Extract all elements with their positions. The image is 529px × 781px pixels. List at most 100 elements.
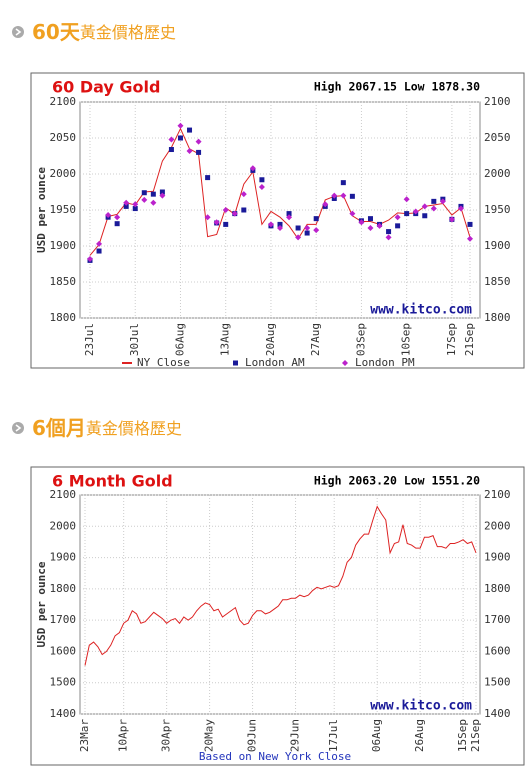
marker-diamond: [295, 234, 302, 241]
x-tick-label: 27Aug: [309, 323, 322, 356]
legend-swatch: [233, 360, 238, 366]
marker-diamond: [249, 165, 256, 172]
y-tick-label-right: 1900: [484, 551, 511, 564]
x-tick-label: 23Mar: [78, 719, 91, 752]
x-tick-label: 21Sep: [463, 323, 476, 356]
x-tick-label: 23Jul: [83, 323, 96, 356]
marker-square: [386, 229, 392, 235]
marker-diamond: [177, 122, 184, 129]
series-line: [84, 505, 477, 666]
heading-lead: 6個月: [32, 416, 86, 440]
marker-square: [159, 189, 165, 195]
x-tick-label: 20Aug: [264, 323, 277, 356]
legend-label: London PM: [355, 356, 415, 369]
heading-icon: [12, 422, 24, 434]
marker-diamond: [439, 198, 446, 205]
marker-diamond: [195, 138, 202, 145]
heading-icon: [12, 26, 24, 38]
x-tick-label: 13Aug: [219, 323, 232, 356]
marker-diamond: [403, 196, 410, 203]
footer: Based on New York Close: [199, 750, 351, 763]
watermark: www.kitco.com: [370, 303, 472, 318]
marker-diamond: [457, 205, 464, 212]
y-tick-label-right: 1600: [484, 644, 511, 657]
marker-square: [187, 127, 193, 133]
x-tick-label: 30Jul: [128, 323, 141, 356]
x-tick-label: 20May: [203, 719, 216, 752]
marker-diamond: [150, 199, 157, 206]
watermark: www.kitco.com: [370, 699, 472, 714]
marker-square: [404, 211, 410, 217]
x-tick-label: 29Jun: [289, 719, 302, 752]
y-tick-label: 1400: [50, 707, 77, 720]
marker-square: [340, 180, 346, 186]
marker-square: [196, 149, 202, 155]
y-tick-label-right: 1800: [484, 311, 511, 324]
marker-square: [286, 211, 292, 217]
marker-diamond: [331, 192, 338, 199]
marker-diamond: [267, 221, 274, 228]
marker-diamond: [132, 201, 139, 208]
marker-square: [422, 213, 428, 219]
marker-square: [431, 198, 437, 204]
x-tick-label: 10Sep: [400, 323, 413, 356]
marker-square: [304, 230, 310, 236]
marker-diamond: [204, 214, 211, 221]
marker-square: [150, 191, 156, 197]
marker-square: [96, 248, 102, 254]
heading: 60天黃金價格歷史: [32, 20, 176, 44]
y-axis-label: USD per ounce: [35, 167, 48, 253]
y-tick-label: 2100: [50, 95, 77, 108]
x-tick-label: 09Jun: [246, 719, 259, 752]
y-axis-label: USD per ounce: [35, 561, 48, 647]
y-tick-label-right: 2000: [484, 167, 511, 180]
y-tick-label: 1950: [50, 203, 77, 216]
marker-diamond: [322, 201, 329, 208]
marker-diamond: [87, 255, 93, 262]
marker-diamond: [168, 136, 175, 143]
marker-diamond: [349, 210, 356, 217]
y-tick-label-right: 1950: [484, 203, 511, 216]
marker-square: [313, 216, 319, 222]
marker-square: [367, 216, 373, 222]
marker-square: [114, 221, 120, 227]
x-tick-label: 17Jul: [327, 719, 340, 752]
marker-square: [123, 203, 129, 209]
y-tick-label-right: 1850: [484, 275, 511, 288]
y-tick-label-right: 2050: [484, 131, 511, 144]
marker-square: [141, 190, 147, 196]
y-tick-label: 2100: [50, 488, 77, 501]
chart-title: 60 Day Gold: [52, 78, 160, 97]
marker-diamond: [421, 203, 428, 210]
y-tick-label: 2000: [50, 519, 77, 532]
legend-swatch: [342, 360, 348, 366]
marker-square: [395, 223, 401, 229]
x-tick-label: 17Sep: [445, 323, 458, 356]
marker-square: [259, 177, 265, 183]
marker-diamond: [376, 222, 383, 229]
y-tick-label: 1800: [50, 582, 77, 595]
y-tick-label: 2000: [50, 167, 77, 180]
heading-lead: 60天: [32, 20, 81, 44]
legend-label: NY Close: [137, 356, 190, 369]
marker-diamond: [159, 192, 166, 199]
marker-diamond: [367, 225, 374, 231]
y-tick-label-right: 1800: [484, 582, 511, 595]
marker-diamond: [277, 225, 283, 231]
y-tick-label: 1850: [50, 275, 77, 288]
marker-diamond: [231, 210, 238, 217]
marker-square: [241, 207, 247, 213]
y-tick-label: 1900: [50, 239, 77, 252]
x-tick-label: 30Apr: [160, 719, 173, 752]
stats: High 2067.15 Low 1878.30: [314, 80, 480, 94]
marker-square: [168, 147, 174, 153]
marker-diamond: [448, 216, 455, 223]
marker-diamond: [240, 191, 247, 198]
x-tick-label: 26Aug: [413, 719, 426, 752]
marker-diamond: [123, 199, 130, 206]
marker-square: [277, 221, 283, 227]
marker-diamond: [186, 147, 193, 154]
y-tick-label-right: 1700: [484, 613, 511, 626]
marker-square: [177, 135, 183, 141]
